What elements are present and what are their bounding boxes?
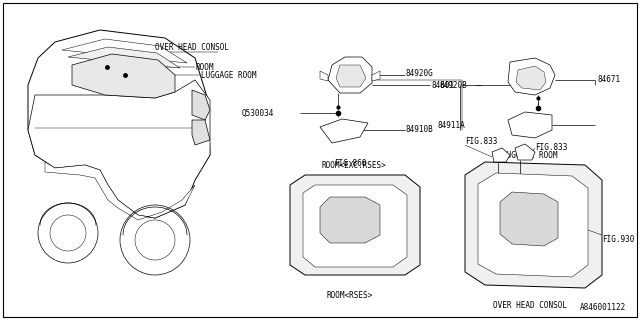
Text: Q530034: Q530034 bbox=[242, 108, 275, 117]
Polygon shape bbox=[320, 197, 380, 243]
Polygon shape bbox=[500, 192, 558, 246]
Polygon shape bbox=[303, 185, 407, 267]
Polygon shape bbox=[192, 120, 210, 145]
Text: FIG.833: FIG.833 bbox=[535, 143, 568, 153]
Polygon shape bbox=[516, 66, 546, 90]
Polygon shape bbox=[72, 54, 175, 98]
Polygon shape bbox=[290, 175, 420, 275]
Text: 84601: 84601 bbox=[432, 81, 455, 90]
Polygon shape bbox=[45, 162, 195, 220]
Polygon shape bbox=[372, 71, 380, 81]
Polygon shape bbox=[508, 58, 555, 95]
Text: OVER HEAD CONSOL: OVER HEAD CONSOL bbox=[155, 44, 229, 52]
Text: ROOM<EXC.RSES>: ROOM<EXC.RSES> bbox=[322, 161, 387, 170]
Text: A846001122: A846001122 bbox=[580, 303, 627, 313]
Polygon shape bbox=[336, 65, 366, 87]
Text: 84920B: 84920B bbox=[440, 81, 468, 90]
Text: ROOM: ROOM bbox=[196, 62, 214, 71]
Polygon shape bbox=[28, 80, 210, 218]
Text: ROOM<RSES>: ROOM<RSES> bbox=[327, 291, 373, 300]
Text: 84910B: 84910B bbox=[406, 125, 434, 134]
Text: OVER HEAD CONSOL: OVER HEAD CONSOL bbox=[493, 300, 567, 309]
Text: 84920G: 84920G bbox=[406, 69, 434, 78]
Polygon shape bbox=[320, 71, 328, 81]
Polygon shape bbox=[508, 112, 552, 138]
Polygon shape bbox=[478, 173, 588, 277]
FancyBboxPatch shape bbox=[3, 3, 637, 317]
Text: FIG.930: FIG.930 bbox=[602, 236, 634, 244]
Text: FIG.833: FIG.833 bbox=[465, 138, 497, 147]
Text: LUGGAGE ROOM: LUGGAGE ROOM bbox=[201, 70, 257, 79]
Polygon shape bbox=[320, 119, 368, 143]
Polygon shape bbox=[515, 144, 535, 160]
Polygon shape bbox=[465, 162, 602, 288]
Text: FIG.860: FIG.860 bbox=[334, 158, 366, 167]
Polygon shape bbox=[492, 148, 510, 162]
Text: LUGGAGE ROOM: LUGGAGE ROOM bbox=[502, 150, 557, 159]
Text: 84671: 84671 bbox=[597, 76, 620, 84]
Text: 84911A: 84911A bbox=[438, 121, 466, 130]
Polygon shape bbox=[192, 90, 210, 120]
Polygon shape bbox=[28, 30, 210, 218]
Polygon shape bbox=[328, 57, 372, 93]
Polygon shape bbox=[62, 39, 187, 63]
Polygon shape bbox=[68, 47, 180, 68]
